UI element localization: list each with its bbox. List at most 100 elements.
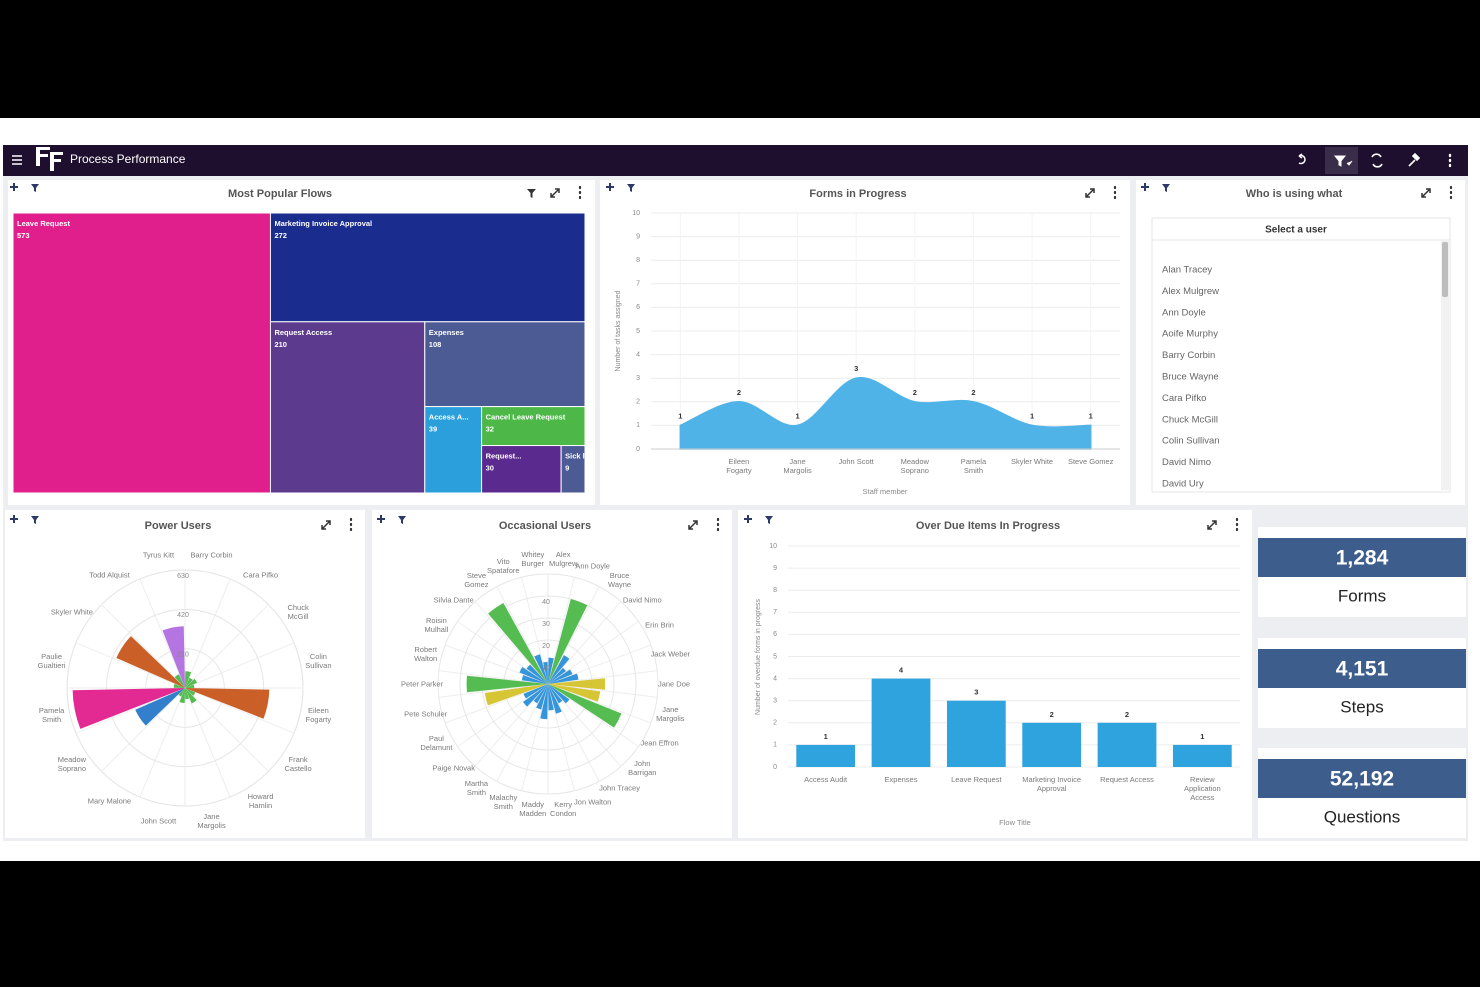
cell-name: Marketing Invoice Approval: [274, 219, 372, 228]
cell-name: Request Access: [274, 328, 332, 337]
category-label: Bruce Wayne: [608, 571, 632, 590]
category-label: Jane Doe: [657, 679, 691, 689]
filter-icon[interactable]: [1162, 184, 1170, 192]
data-label: 2: [1125, 710, 1129, 719]
polar-bar: [523, 684, 548, 699]
polar-bar: [543, 662, 548, 684]
stat-label: Forms: [1338, 586, 1386, 605]
stat-value: 4,151: [1336, 658, 1389, 681]
scrollbar-thumb[interactable]: [1442, 242, 1448, 297]
move-icon[interactable]: [377, 515, 385, 523]
user-item[interactable]: Colin Sullivan: [1162, 436, 1220, 447]
x-tick-label: Access Audit: [804, 775, 848, 784]
data-label: 2: [913, 388, 917, 397]
cell-value: 30: [486, 464, 494, 473]
expand-icon[interactable]: [550, 188, 560, 198]
expand-icon[interactable]: [688, 520, 698, 530]
user-item[interactable]: Chuck McGill: [1162, 414, 1218, 425]
category-label: Cara Pifko: [243, 570, 279, 580]
spoke: [457, 621, 549, 685]
expand-icon[interactable]: [321, 520, 331, 530]
user-item[interactable]: Aoife Murphy: [1162, 329, 1218, 340]
category-label: Tyrus Kitt: [142, 550, 175, 560]
user-item[interactable]: Barry Corbin: [1162, 350, 1215, 361]
move-icon[interactable]: [10, 183, 18, 191]
user-item[interactable]: Alan Tracey: [1162, 265, 1212, 276]
cell-value: 108: [429, 340, 442, 349]
polar-bar: [185, 677, 193, 688]
spoke: [547, 644, 652, 685]
cell-value: 210: [274, 340, 287, 349]
polar-bar: [521, 675, 548, 684]
x-tick-label: Jane Margolis: [783, 457, 812, 475]
undo-icon[interactable]: [1298, 153, 1306, 165]
panel-title: Over Due Items In Progress: [916, 520, 1060, 532]
treemap-cell: [481, 406, 586, 447]
cell-name: Access A...: [429, 413, 469, 422]
category-label: Alex Mulgrew: [549, 549, 578, 568]
cell-labels: Marketing Invoice Approval 272: [274, 219, 372, 240]
category-label: Jane Margolis: [197, 812, 226, 831]
user-item[interactable]: Alex Mulgrew: [1162, 286, 1219, 297]
category-label: Mary Malone: [87, 796, 132, 806]
filter-icon[interactable]: [627, 184, 635, 192]
move-icon[interactable]: [744, 515, 752, 523]
user-item[interactable]: Ann Doyle: [1162, 307, 1206, 318]
user-item[interactable]: David Ury: [1162, 479, 1204, 490]
panel-title: Power Users: [145, 520, 212, 532]
filter-icon[interactable]: [398, 516, 406, 524]
expand-icon[interactable]: [1207, 520, 1217, 530]
y-tick-label: 7: [636, 281, 640, 288]
polar-bar: [548, 598, 588, 684]
polar-bar: [533, 684, 548, 704]
category-label: Silvia Dante: [433, 595, 474, 605]
cell-name: Sick lea...: [565, 452, 599, 461]
x-tick-label: Review Application Access: [1183, 775, 1221, 802]
polar-bar: [548, 684, 563, 704]
user-item[interactable]: Bruce Wayne: [1162, 372, 1219, 383]
move-icon[interactable]: [1141, 183, 1149, 191]
y-tick-label: 4: [636, 351, 640, 358]
x-tick-label: Pamela Smith: [960, 457, 987, 475]
filter-icon[interactable]: [527, 189, 536, 198]
y-tick-label: 1: [636, 422, 640, 429]
x-tick-label: Leave Request: [951, 775, 1002, 784]
user-item[interactable]: David Nimo: [1162, 457, 1211, 468]
data-label: 1: [1200, 732, 1204, 741]
user-item[interactable]: Cara Pifko: [1162, 393, 1206, 404]
refresh-icon[interactable]: [1371, 153, 1383, 168]
move-icon[interactable]: [10, 515, 18, 523]
polar-bar: [548, 684, 562, 714]
spoke: [184, 687, 231, 798]
treemap-cell: [12, 212, 271, 494]
expand-icon[interactable]: [1085, 188, 1095, 198]
r-tick-label: 20: [542, 643, 550, 650]
scrollbar-track: [1441, 240, 1449, 490]
stat-value: 52,192: [1330, 768, 1394, 791]
polar-bar: [185, 688, 270, 719]
spoke: [547, 683, 575, 791]
panel-title: Occasional Users: [499, 520, 591, 532]
filter-icon[interactable]: [31, 184, 39, 192]
treemap-cell: [269, 212, 586, 323]
polar-bar: [519, 667, 548, 684]
expand-icon[interactable]: [1421, 188, 1431, 198]
polar-bar: [466, 675, 548, 693]
filter-icon[interactable]: [765, 516, 773, 524]
panel-title: Who is using what: [1246, 188, 1343, 200]
category-label: Whitey Burger: [521, 549, 545, 568]
spoke: [496, 586, 549, 685]
settings-icon[interactable]: [1408, 152, 1421, 167]
move-icon[interactable]: [606, 183, 614, 191]
menu-icon[interactable]: [12, 155, 22, 165]
spoke: [457, 683, 549, 747]
spoke: [496, 683, 549, 782]
polar-bar: [523, 684, 548, 707]
spoke: [184, 687, 295, 734]
cell-value: 39: [429, 425, 437, 434]
filter-icon[interactable]: [31, 516, 39, 524]
category-label: Meadow Soprano: [57, 754, 87, 773]
polar-bar: [548, 673, 579, 684]
r-tick-label: 420: [177, 612, 189, 619]
